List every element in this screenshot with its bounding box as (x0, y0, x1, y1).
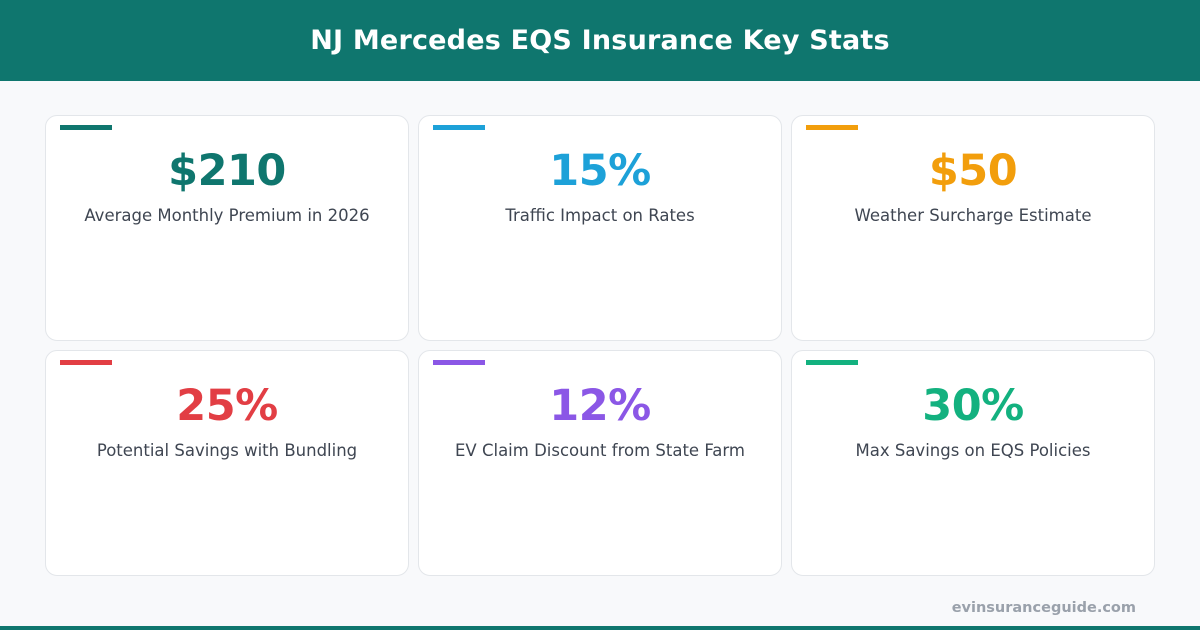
stat-label: Traffic Impact on Rates (505, 206, 695, 225)
stat-label: Max Savings on EQS Policies (855, 441, 1091, 460)
bottom-accent-bar (0, 626, 1200, 630)
stat-card-average-premium: $210 Average Monthly Premium in 2026 (45, 115, 409, 341)
card-accent-bar (433, 125, 485, 130)
header-banner: NJ Mercedes EQS Insurance Key Stats (0, 0, 1200, 81)
stat-card-weather-surcharge: $50 Weather Surcharge Estimate (791, 115, 1155, 341)
stats-grid: $210 Average Monthly Premium in 2026 15%… (45, 115, 1155, 576)
stat-label: EV Claim Discount from State Farm (455, 441, 745, 460)
stat-label: Potential Savings with Bundling (96, 441, 358, 460)
card-accent-bar (433, 360, 485, 365)
stat-value: 25% (176, 381, 278, 431)
stat-value: 15% (549, 146, 651, 196)
stat-value: $210 (168, 146, 286, 196)
page-title: NJ Mercedes EQS Insurance Key Stats (310, 25, 890, 56)
stat-label: Average Monthly Premium in 2026 (84, 206, 370, 225)
stat-card-max-savings: 30% Max Savings on EQS Policies (791, 350, 1155, 576)
stat-value: 12% (549, 381, 651, 431)
stat-label: Weather Surcharge Estimate (854, 206, 1092, 225)
stat-card-bundling-savings: 25% Potential Savings with Bundling (45, 350, 409, 576)
stat-card-traffic-impact: 15% Traffic Impact on Rates (418, 115, 782, 341)
card-accent-bar (806, 125, 858, 130)
card-accent-bar (60, 125, 112, 130)
stat-value: $50 (928, 146, 1018, 196)
card-accent-bar (60, 360, 112, 365)
footer-site-url: evinsuranceguide.com (951, 600, 1136, 616)
card-accent-bar (806, 360, 858, 365)
stat-value: 30% (922, 381, 1024, 431)
stat-card-ev-claim-discount: 12% EV Claim Discount from State Farm (418, 350, 782, 576)
